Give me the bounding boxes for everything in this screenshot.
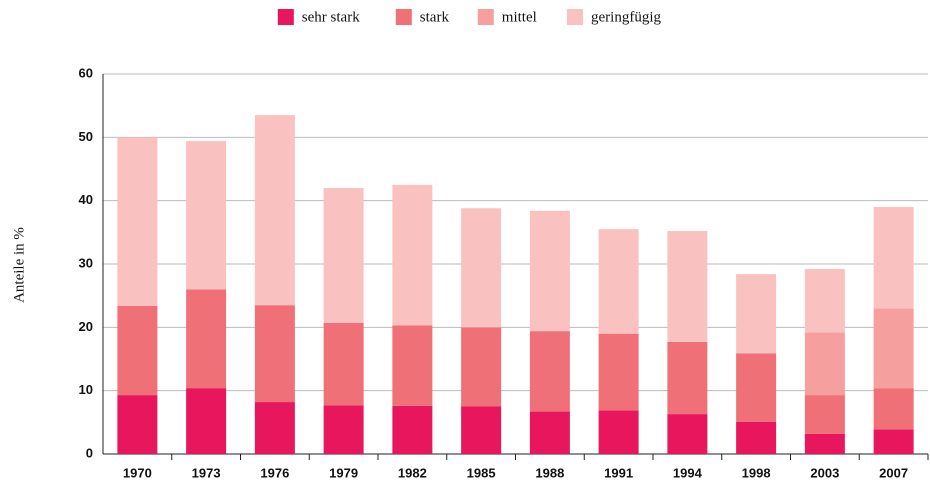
bar-segment [186,289,227,389]
y-tick-label: 40 [79,192,93,207]
bar-segment [667,414,708,454]
bar-segment [186,141,227,290]
bar-segment [323,405,364,454]
bar-segment [254,115,295,306]
bar-segment [392,325,433,406]
bar-segment [461,406,502,454]
bar-segment [736,353,777,422]
y-tick-label: 10 [79,382,93,397]
legend-swatch [395,9,412,25]
bar-segment [736,421,777,454]
bar-segment [529,331,570,412]
bar-segment [667,231,708,342]
bar-segment [873,388,914,430]
bar-segment [323,322,364,406]
x-tick-label: 1970 [123,465,152,480]
legend-label: geringfügig [591,9,661,25]
bar-segment [323,188,364,323]
y-tick-label: 30 [79,255,93,270]
bar-segment [186,388,227,454]
bar-segment [667,341,708,415]
bar-segment [736,274,777,354]
y-axis-label: Anteile in % [11,227,27,303]
x-tick-label: 1991 [604,465,633,480]
legend-swatch [277,9,294,25]
bar-segment [598,410,639,454]
bar-segment [529,411,570,454]
x-tick-label: 1973 [192,465,221,480]
bar-segment [461,208,502,328]
bar-segment [598,229,639,334]
bar-segment [804,332,845,396]
x-tick-label: 1982 [398,465,427,480]
bar-segment [598,333,639,411]
x-tick-label: 1985 [467,465,496,480]
legend-swatch [567,9,583,25]
x-tick-label: 1976 [260,465,289,480]
x-tick-label: 1988 [535,465,564,480]
x-tick-label: 1979 [329,465,358,480]
x-tick-label: 2007 [879,465,908,480]
bar-segment [804,269,845,333]
bar-segment [804,433,845,454]
bar-segment [392,184,433,326]
bar-segment [804,395,845,434]
x-tick-label: 1998 [742,465,771,480]
y-tick-label: 60 [79,65,93,80]
y-tick-label: 50 [79,129,93,144]
bar-segment [117,305,158,396]
bar-segment [117,395,158,454]
legend-label: sehr stark [302,9,360,25]
y-tick-label: 0 [86,445,93,460]
legend-swatch [477,9,494,25]
bar-segment [873,308,914,389]
bar-segment [117,137,158,306]
bar-segment [254,305,295,403]
x-tick-label: 2003 [810,465,839,480]
y-tick-label: 20 [79,319,93,334]
bar-segment [461,327,502,407]
bar-segment [529,210,570,332]
bar-segment [873,429,914,454]
bar-segment [392,405,433,454]
bar-segment [873,207,914,309]
bar-segment [254,402,295,454]
legend-label: stark [420,9,450,25]
x-tick-label: 1994 [673,465,703,480]
legend-label: mittel [502,9,537,25]
